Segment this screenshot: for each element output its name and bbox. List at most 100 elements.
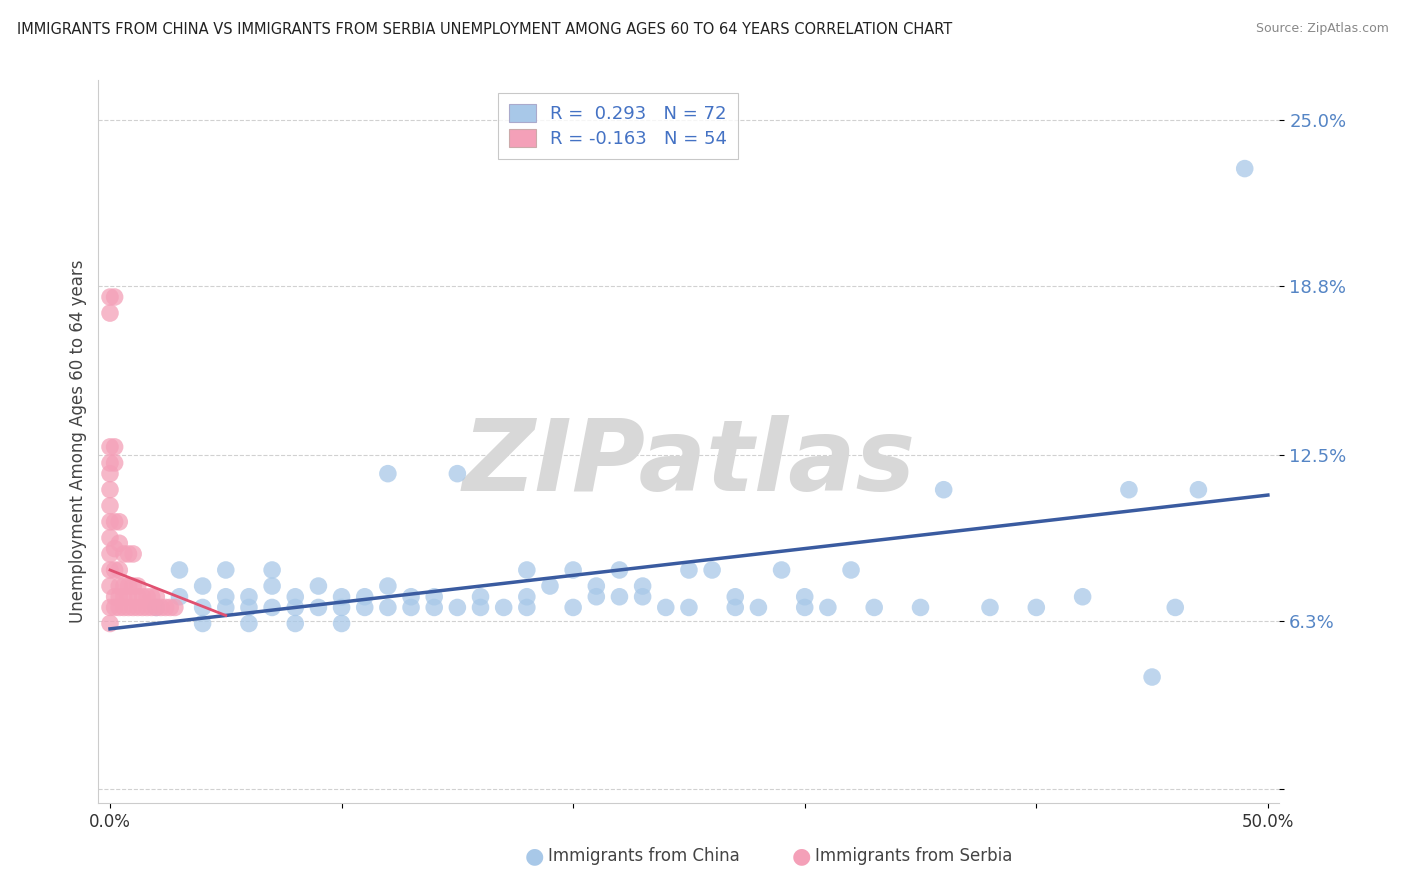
Point bbox=[108, 536, 131, 550]
Point bbox=[104, 541, 127, 556]
Point bbox=[145, 600, 167, 615]
Point bbox=[163, 600, 186, 615]
Point bbox=[98, 290, 121, 304]
Point bbox=[98, 563, 121, 577]
Point bbox=[262, 600, 284, 615]
Point bbox=[470, 600, 492, 615]
Text: ●: ● bbox=[792, 847, 811, 866]
Point bbox=[117, 600, 139, 615]
Point bbox=[98, 515, 121, 529]
Point bbox=[399, 590, 422, 604]
Point bbox=[98, 547, 121, 561]
Point bbox=[1071, 590, 1094, 604]
Point bbox=[104, 290, 127, 304]
Point bbox=[108, 515, 131, 529]
Point bbox=[284, 590, 307, 604]
Legend: R =  0.293   N = 72, R = -0.163   N = 54: R = 0.293 N = 72, R = -0.163 N = 54 bbox=[498, 93, 738, 159]
Point bbox=[104, 456, 127, 470]
Point bbox=[284, 616, 307, 631]
Point bbox=[159, 600, 181, 615]
Point bbox=[98, 467, 121, 481]
Point bbox=[98, 440, 121, 454]
Point bbox=[112, 590, 135, 604]
Point bbox=[423, 590, 446, 604]
Point bbox=[516, 600, 538, 615]
Point bbox=[678, 600, 700, 615]
Point bbox=[724, 600, 747, 615]
Text: Immigrants from Serbia: Immigrants from Serbia bbox=[815, 847, 1012, 865]
Point bbox=[631, 590, 654, 604]
Point bbox=[470, 590, 492, 604]
Point bbox=[307, 579, 329, 593]
Point bbox=[423, 600, 446, 615]
Point bbox=[609, 563, 631, 577]
Point bbox=[98, 531, 121, 545]
Point bbox=[678, 563, 700, 577]
Point bbox=[330, 600, 353, 615]
Point bbox=[169, 590, 191, 604]
Point bbox=[516, 563, 538, 577]
Point bbox=[141, 600, 163, 615]
Point bbox=[104, 590, 127, 604]
Point bbox=[112, 579, 135, 593]
Point bbox=[98, 600, 121, 615]
Point bbox=[1025, 600, 1047, 615]
Point bbox=[910, 600, 932, 615]
Point bbox=[330, 616, 353, 631]
Point bbox=[108, 590, 131, 604]
Y-axis label: Unemployment Among Ages 60 to 64 years: Unemployment Among Ages 60 to 64 years bbox=[69, 260, 87, 624]
Point bbox=[104, 600, 127, 615]
Point bbox=[353, 590, 375, 604]
Point bbox=[122, 579, 145, 593]
Point bbox=[377, 600, 399, 615]
Point bbox=[127, 590, 149, 604]
Point bbox=[307, 600, 329, 615]
Point bbox=[112, 547, 135, 561]
Point bbox=[98, 483, 121, 497]
Point bbox=[446, 600, 468, 615]
Point bbox=[655, 600, 678, 615]
Point bbox=[585, 590, 607, 604]
Point bbox=[262, 579, 284, 593]
Point bbox=[136, 590, 159, 604]
Point bbox=[215, 590, 238, 604]
Point bbox=[1164, 600, 1187, 615]
Point bbox=[127, 600, 149, 615]
Point bbox=[932, 483, 955, 497]
Point bbox=[98, 456, 121, 470]
Point bbox=[155, 600, 177, 615]
Point bbox=[108, 600, 131, 615]
Point bbox=[585, 579, 607, 593]
Point bbox=[191, 616, 214, 631]
Point bbox=[724, 590, 747, 604]
Point bbox=[108, 563, 131, 577]
Point bbox=[1233, 161, 1256, 176]
Point bbox=[793, 600, 815, 615]
Point bbox=[377, 579, 399, 593]
Text: ●: ● bbox=[524, 847, 544, 866]
Point bbox=[169, 563, 191, 577]
Point bbox=[98, 306, 121, 320]
Point bbox=[215, 563, 238, 577]
Point bbox=[238, 590, 260, 604]
Point bbox=[131, 590, 153, 604]
Point bbox=[98, 616, 121, 631]
Point bbox=[191, 600, 214, 615]
Point bbox=[700, 563, 723, 577]
Point bbox=[98, 579, 121, 593]
Point bbox=[377, 467, 399, 481]
Point bbox=[136, 600, 159, 615]
Point bbox=[399, 600, 422, 615]
Point bbox=[262, 563, 284, 577]
Point bbox=[562, 600, 585, 615]
Point bbox=[104, 515, 127, 529]
Point bbox=[108, 579, 131, 593]
Point bbox=[446, 467, 468, 481]
Point bbox=[631, 579, 654, 593]
Text: Source: ZipAtlas.com: Source: ZipAtlas.com bbox=[1256, 22, 1389, 36]
Point bbox=[284, 600, 307, 615]
Point bbox=[238, 616, 260, 631]
Point bbox=[117, 547, 139, 561]
Point bbox=[1187, 483, 1209, 497]
Point bbox=[979, 600, 1001, 615]
